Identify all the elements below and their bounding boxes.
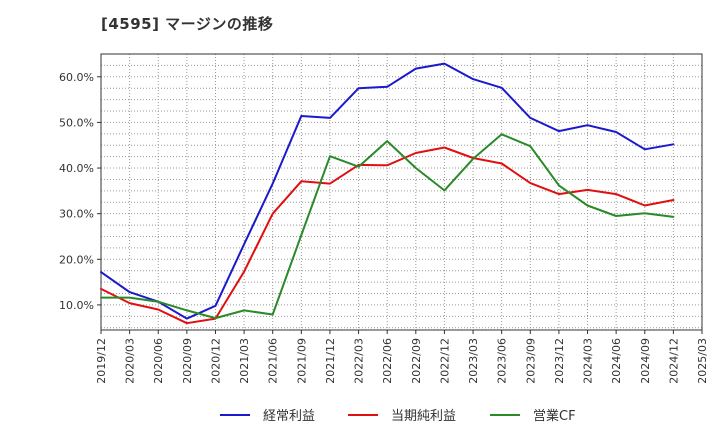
x-tick-label: 2024/06 xyxy=(610,338,623,384)
legend-label: 営業CF xyxy=(533,408,576,424)
x-tick-label: 2020/03 xyxy=(124,338,137,384)
x-tick-label: 2023/03 xyxy=(467,338,480,384)
series-lines xyxy=(100,62,675,325)
x-tick-label: 2022/03 xyxy=(353,338,366,384)
y-axis: 10.0% 20.0% 30.0% 40.0% 50.0% 60.0% xyxy=(59,71,101,312)
series-line-3 xyxy=(100,133,675,320)
x-tick-label: 2022/12 xyxy=(438,338,451,384)
legend: 経常利益 当期純利益 営業CF xyxy=(220,408,576,424)
x-tick-label: 2024/03 xyxy=(582,338,595,384)
x-tick-label: 2025/03 xyxy=(696,338,709,384)
x-tick-label: 2024/12 xyxy=(667,338,680,384)
x-tick-label: 2021/03 xyxy=(238,338,251,384)
grid-lines xyxy=(101,54,702,330)
y-tick-label: 60.0% xyxy=(59,71,94,84)
x-tick-label: 2020/06 xyxy=(152,338,165,384)
x-axis: 2019/12 2020/03 2020/06 2020/09 2020/12 2021/… xyxy=(95,330,709,384)
y-tick-label: 10.0% xyxy=(59,299,94,312)
x-tick-label: 2023/06 xyxy=(496,338,509,384)
x-tick-label: 2024/09 xyxy=(639,338,652,384)
x-tick-label: 2019/12 xyxy=(95,338,108,384)
x-tick-label: 2021/09 xyxy=(295,338,308,384)
x-tick-label: 2022/09 xyxy=(410,338,423,384)
x-tick-label: 2021/12 xyxy=(324,338,337,384)
x-tick-label: 2021/06 xyxy=(267,338,280,384)
chart-title: [4595] マージンの推移 xyxy=(101,15,274,33)
legend-label: 当期純利益 xyxy=(391,409,456,424)
x-tick-label: 2020/09 xyxy=(181,338,194,384)
x-tick-label: 2020/12 xyxy=(209,338,222,384)
x-tick-label: 2022/06 xyxy=(381,338,394,384)
plot-frame xyxy=(100,53,703,331)
y-tick-label: 20.0% xyxy=(59,253,94,266)
series-line-2 xyxy=(100,146,675,325)
x-tick-label: 2023/09 xyxy=(524,338,537,384)
y-tick-label: 30.0% xyxy=(59,208,94,221)
legend-label: 経常利益 xyxy=(263,409,315,424)
y-tick-label: 50.0% xyxy=(59,116,94,129)
y-tick-label: 40.0% xyxy=(59,162,94,175)
series-line-1 xyxy=(100,62,675,320)
x-tick-label: 2023/12 xyxy=(553,338,566,384)
plot-background xyxy=(101,54,702,330)
